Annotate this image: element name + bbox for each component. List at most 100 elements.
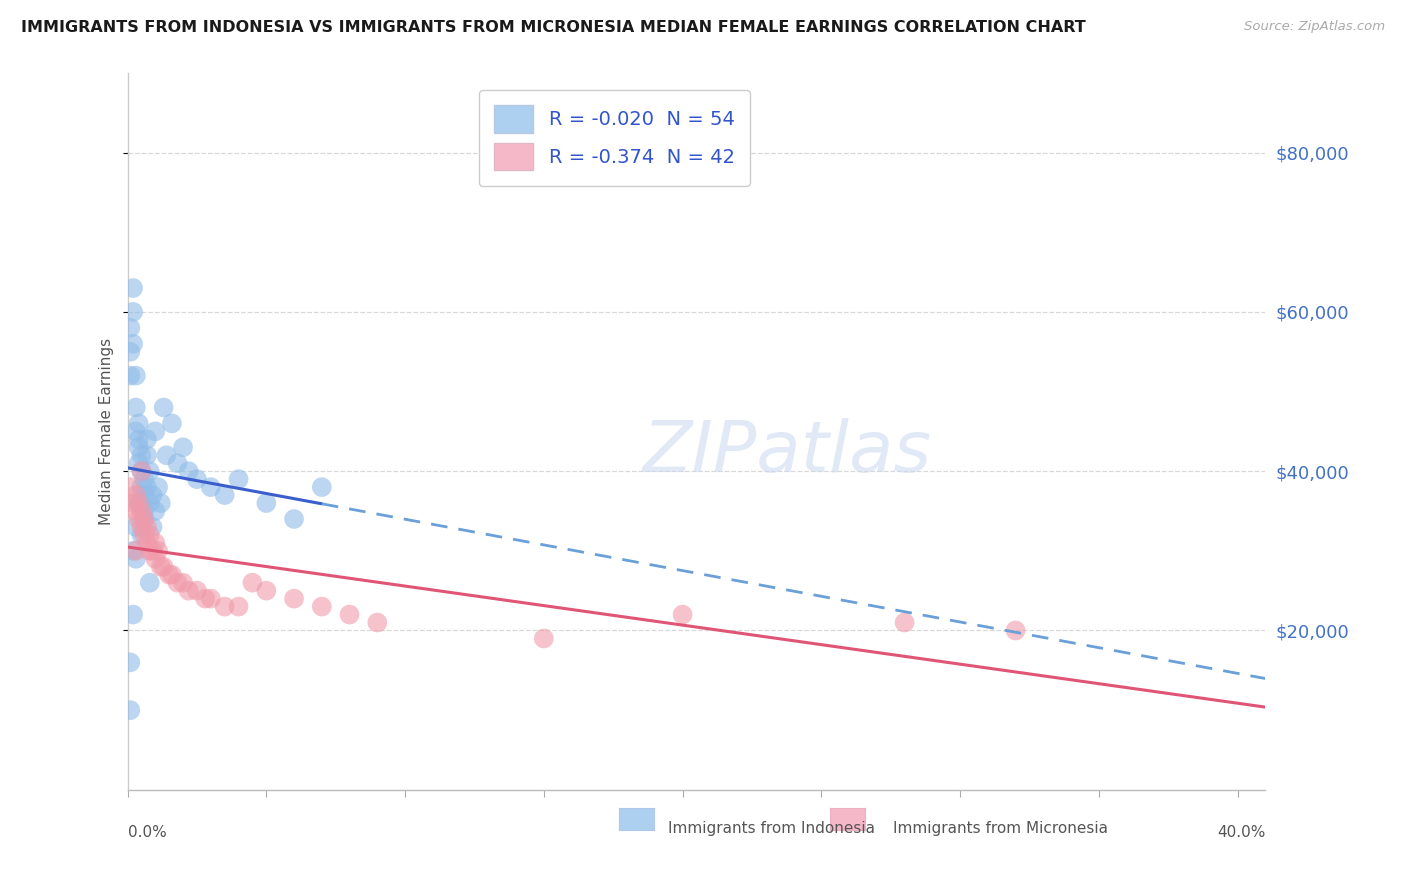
Point bbox=[134, 504, 156, 518]
Point bbox=[228, 472, 250, 486]
Point bbox=[139, 544, 162, 558]
Point bbox=[283, 591, 305, 606]
Point bbox=[139, 528, 162, 542]
Point bbox=[141, 488, 163, 502]
Point bbox=[143, 425, 166, 439]
Point bbox=[166, 456, 188, 470]
Text: ZIPatlas: ZIPatlas bbox=[643, 418, 932, 487]
Point bbox=[125, 520, 148, 534]
Point bbox=[143, 504, 166, 518]
Point bbox=[128, 417, 150, 431]
Point bbox=[283, 512, 305, 526]
Point bbox=[125, 551, 148, 566]
Text: Immigrants from Micronesia: Immigrants from Micronesia bbox=[893, 821, 1108, 836]
Text: Source: ZipAtlas.com: Source: ZipAtlas.com bbox=[1244, 20, 1385, 33]
Point bbox=[125, 544, 148, 558]
Point bbox=[122, 496, 145, 510]
Point bbox=[134, 512, 156, 526]
Point bbox=[136, 536, 159, 550]
Point bbox=[186, 583, 208, 598]
Point bbox=[134, 512, 156, 526]
Point bbox=[254, 583, 277, 598]
Text: 40.0%: 40.0% bbox=[1218, 825, 1265, 840]
Point bbox=[139, 496, 162, 510]
Point bbox=[149, 496, 172, 510]
Point bbox=[125, 488, 148, 502]
Point bbox=[141, 520, 163, 534]
Point bbox=[177, 583, 200, 598]
Point bbox=[152, 401, 174, 415]
Text: 0.0%: 0.0% bbox=[128, 825, 166, 840]
Point bbox=[134, 528, 156, 542]
Point bbox=[893, 615, 915, 630]
Point bbox=[125, 504, 148, 518]
Point bbox=[172, 440, 194, 454]
Point bbox=[125, 425, 148, 439]
Point bbox=[122, 305, 145, 319]
Point bbox=[120, 344, 142, 359]
Point bbox=[671, 607, 693, 622]
Point bbox=[200, 591, 222, 606]
Point bbox=[533, 632, 555, 646]
Point bbox=[139, 464, 162, 478]
Point bbox=[143, 551, 166, 566]
Point bbox=[122, 336, 145, 351]
Point bbox=[120, 703, 142, 717]
Point bbox=[166, 575, 188, 590]
Point bbox=[254, 496, 277, 510]
Point bbox=[186, 472, 208, 486]
Point bbox=[131, 464, 153, 478]
Point bbox=[128, 496, 150, 510]
Point bbox=[136, 480, 159, 494]
Point bbox=[136, 520, 159, 534]
Point bbox=[128, 496, 150, 510]
Point bbox=[200, 480, 222, 494]
Point bbox=[152, 559, 174, 574]
Point bbox=[339, 607, 361, 622]
Point bbox=[136, 448, 159, 462]
Point bbox=[160, 567, 183, 582]
Point bbox=[141, 544, 163, 558]
Text: IMMIGRANTS FROM INDONESIA VS IMMIGRANTS FROM MICRONESIA MEDIAN FEMALE EARNINGS C: IMMIGRANTS FROM INDONESIA VS IMMIGRANTS … bbox=[21, 20, 1085, 35]
Point bbox=[131, 504, 153, 518]
Point bbox=[120, 368, 142, 383]
Point bbox=[157, 567, 180, 582]
Point bbox=[194, 591, 217, 606]
Point bbox=[134, 488, 156, 502]
Point bbox=[1004, 624, 1026, 638]
Point bbox=[120, 321, 142, 335]
Point bbox=[131, 480, 153, 494]
Legend: R = -0.020  N = 54, R = -0.374  N = 42: R = -0.020 N = 54, R = -0.374 N = 42 bbox=[478, 90, 751, 186]
Point bbox=[122, 544, 145, 558]
Point bbox=[139, 575, 162, 590]
Point bbox=[366, 615, 388, 630]
Point bbox=[143, 536, 166, 550]
Point bbox=[131, 464, 153, 478]
Point bbox=[160, 417, 183, 431]
Point bbox=[311, 480, 333, 494]
Point bbox=[128, 440, 150, 454]
Point bbox=[177, 464, 200, 478]
Y-axis label: Median Female Earnings: Median Female Earnings bbox=[100, 338, 114, 524]
Point bbox=[122, 607, 145, 622]
Point bbox=[120, 656, 142, 670]
Point bbox=[242, 575, 264, 590]
Point bbox=[214, 599, 236, 614]
Point bbox=[146, 480, 169, 494]
Point bbox=[122, 281, 145, 295]
Point bbox=[131, 520, 153, 534]
Point bbox=[311, 599, 333, 614]
Point bbox=[131, 448, 153, 462]
Text: Immigrants from Indonesia: Immigrants from Indonesia bbox=[668, 821, 876, 836]
Point bbox=[214, 488, 236, 502]
Point bbox=[155, 448, 177, 462]
Point bbox=[128, 456, 150, 470]
Point bbox=[125, 368, 148, 383]
Point bbox=[131, 496, 153, 510]
Point bbox=[128, 512, 150, 526]
Point bbox=[128, 433, 150, 447]
Point bbox=[136, 433, 159, 447]
Point bbox=[134, 472, 156, 486]
Point bbox=[172, 575, 194, 590]
Point bbox=[125, 401, 148, 415]
